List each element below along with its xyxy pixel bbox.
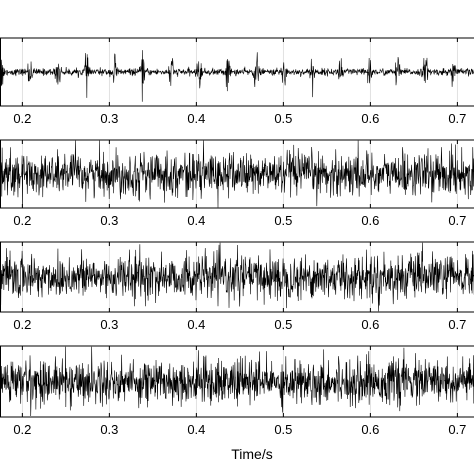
panel-3: 0.2 0.3 0.4 0.5 0.6 0.7 <box>0 241 474 332</box>
x-tick-label: 0.7 <box>448 317 466 332</box>
panel-2: 0.2 0.3 0.4 0.5 0.6 0.7 <box>0 139 474 228</box>
waveform-trace <box>0 140 474 208</box>
x-tick-label: 0.7 <box>448 422 466 437</box>
x-tick-label: 0.5 <box>274 213 292 228</box>
x-tick-label: 0.3 <box>100 111 118 126</box>
x-tick-label: 0.6 <box>361 111 379 126</box>
x-axis-label: Time/s <box>231 446 272 462</box>
x-tick-label: 0.4 <box>187 317 205 332</box>
x-tick-label: 0.5 <box>274 111 292 126</box>
x-tick-label: 0.6 <box>361 213 379 228</box>
waveform-trace <box>0 346 474 417</box>
x-tick-label: 0.7 <box>448 111 466 126</box>
x-tick-label: 0.4 <box>187 213 205 228</box>
x-tick-label: 0.3 <box>100 317 118 332</box>
x-tick-label: 0.4 <box>187 422 205 437</box>
x-tick-label: 0.2 <box>13 111 31 126</box>
x-tick-label: 0.7 <box>448 213 466 228</box>
panel-1: 0.2 0.3 0.4 0.5 0.6 0.7 <box>0 37 474 126</box>
x-tick-label: 0.2 <box>13 422 31 437</box>
x-tick-label: 0.5 <box>274 317 292 332</box>
x-tick-label: 0.3 <box>100 213 118 228</box>
x-tick-label: 0.6 <box>361 422 379 437</box>
x-tick-label: 0.6 <box>361 317 379 332</box>
x-tick-label: 0.2 <box>13 213 31 228</box>
x-tick-label: 0.5 <box>274 422 292 437</box>
x-tick-label: 0.3 <box>100 422 118 437</box>
x-tick-label: 0.4 <box>187 111 205 126</box>
x-tick-label: 0.2 <box>13 317 31 332</box>
panel-4: 0.2 0.3 0.4 0.5 0.6 0.7 Time/s <box>0 345 474 462</box>
waveform-trace <box>0 242 474 312</box>
waveform-trace <box>0 50 474 102</box>
